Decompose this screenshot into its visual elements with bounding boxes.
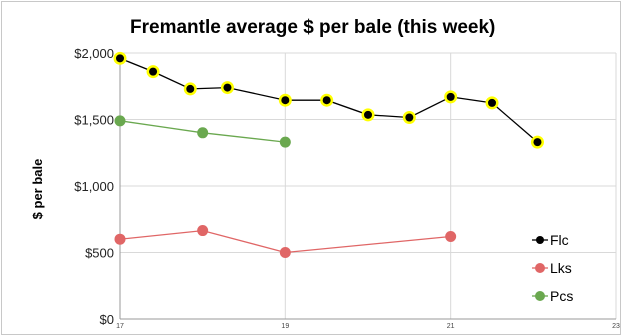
y-tick-label: $2,000 [74,46,114,61]
legend-label: Pcs [550,288,573,304]
data-point [488,98,496,107]
legend-label: Lks [550,260,572,276]
data-point [364,110,372,119]
series-flc [113,51,544,149]
data-point [405,113,414,122]
data-point [197,225,209,237]
data-point [186,84,195,93]
data-point [281,96,290,105]
legend-item-flc: Flc [532,232,569,248]
data-point [446,92,455,101]
x-tick-label: 21 [447,323,455,330]
y-tick-label: $1,500 [74,113,114,128]
data-point [197,127,209,139]
legend-swatch-marker [535,263,545,273]
axes: $0 $500 $1,000 $1,500 $2,000 17 19 21 23 [74,46,620,330]
data-point [445,231,457,243]
data-point [116,54,124,63]
series-layer [113,51,544,258]
legend-swatch-marker [536,236,544,244]
y-tick-label: $1,000 [74,179,114,194]
legend-item-lks: Lks [532,260,572,276]
data-point [223,83,232,92]
y-tick-label: $500 [85,246,114,261]
data-point [279,136,291,148]
legend: Flc Lks Pcs [532,232,573,304]
legend-swatch-marker [535,291,545,301]
chart-title: Fremantle average $ per bale (this week) [130,17,495,38]
x-tick-label: 17 [116,323,124,330]
series-lks [114,225,457,258]
data-point [533,138,542,147]
series-line [119,229,451,254]
legend-item-pcs: Pcs [532,288,573,304]
data-point [322,96,331,105]
data-point [114,233,126,245]
data-point [114,115,126,127]
y-tick-label: $0 [100,312,114,327]
x-tick-label: 19 [281,323,289,330]
data-point [149,67,158,76]
legend-label: Flc [550,232,569,248]
x-tick-label: 23 [612,323,620,330]
series-pcs [114,115,291,148]
data-point [279,247,291,258]
y-axis-label: $ per bale [30,159,45,220]
